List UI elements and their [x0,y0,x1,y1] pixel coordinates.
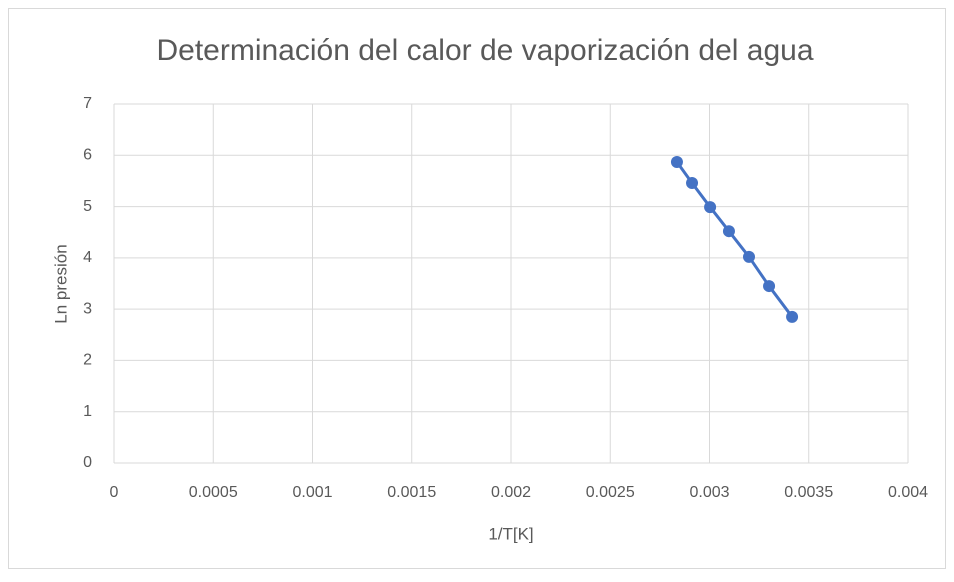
x-axis-title: 1/T[K] [488,524,533,543]
y-tick-label: 6 [83,147,92,164]
point [786,310,799,323]
y-tick-label: 0 [83,454,92,471]
point [743,250,756,263]
x-tick-label: 0 [110,484,119,501]
y-tick-label: 7 [83,95,92,112]
x-tick-label: 0.002 [491,484,531,501]
chart-border [8,8,946,569]
x-tick-label: 0.003 [689,484,729,501]
y-tick-label: 2 [83,352,92,369]
y-tick-label: 5 [83,198,92,215]
x-tick-label: 0.0005 [189,484,238,501]
y-tick-label: 3 [83,300,92,317]
point [704,201,717,214]
x-tick-label: 0.001 [292,484,332,501]
x-tick-label: 0.0035 [784,484,833,501]
x-tick-label: 0.004 [888,484,928,501]
y-axis-title: Ln presión [51,244,70,323]
x-tick-label: 0.0025 [586,484,635,501]
point [763,280,776,293]
chart-title: Determinación del calor de vaporización … [156,34,813,67]
x-tick-label: 0.0015 [387,484,436,501]
point [670,155,683,168]
y-tick-label: 4 [83,249,92,266]
point [722,225,735,238]
y-tick-label: 1 [83,403,92,420]
point [686,176,699,189]
